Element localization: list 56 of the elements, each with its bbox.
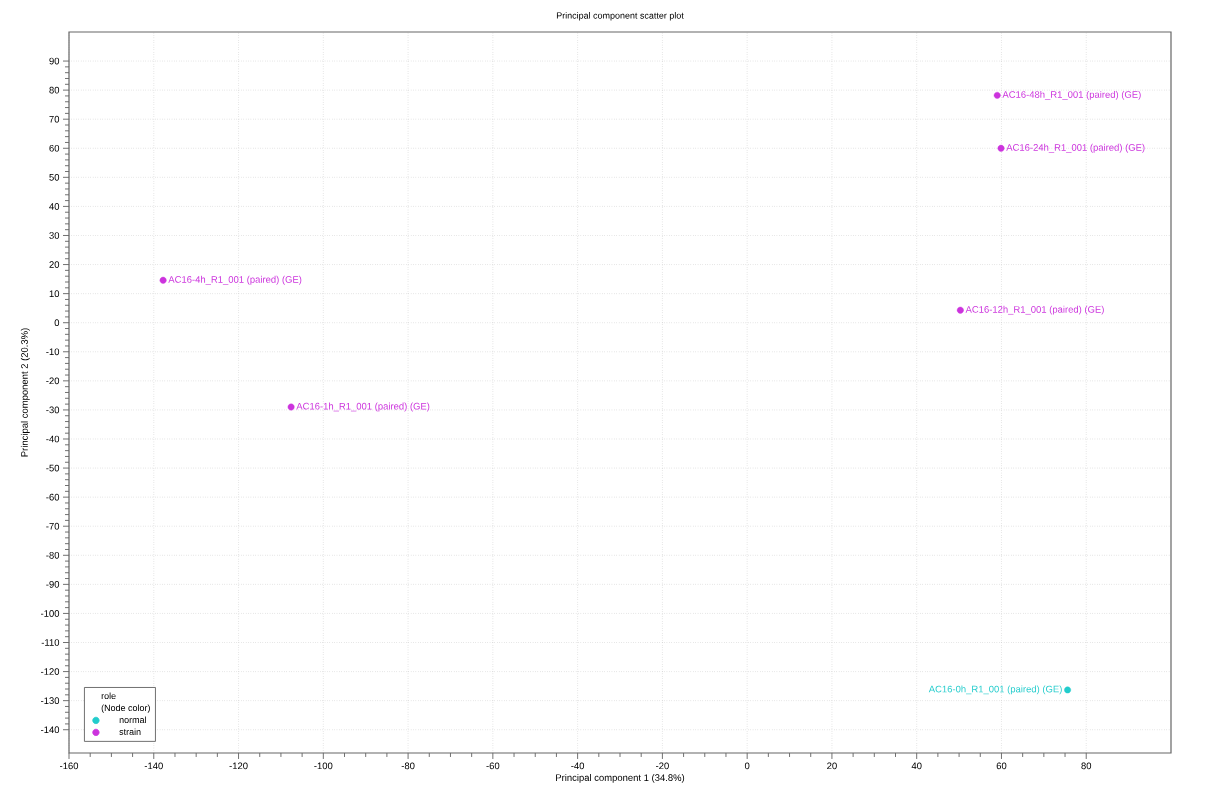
x-tick-label: -20 [655, 762, 669, 770]
y-tick-label: 90 [49, 57, 60, 65]
x-tick-label: -80 [401, 762, 415, 770]
x-tick-label: -100 [314, 762, 333, 770]
x-tick-label: 0 [744, 762, 750, 770]
x-tick-label: -120 [229, 762, 248, 770]
y-axis-title: Principal component 2 (20.3%) [20, 328, 30, 457]
y-tick-label: 40 [49, 203, 60, 210]
y-tick-label: 30 [49, 232, 60, 239]
point [287, 403, 295, 411]
y-tick-label: -40 [46, 435, 60, 443]
y-tick-label: 0 [54, 319, 60, 327]
annotation: AC16-4h_R1_001 (paired) (GE) [168, 275, 302, 285]
y-tick-label: -10 [46, 348, 60, 356]
y-tick-label: -120 [40, 668, 60, 675]
annotation: AC16-0h_R1_001 (paired) (GE) [928, 685, 1062, 695]
y-tick-label: 10 [49, 290, 60, 297]
x-tick-label: -140 [144, 762, 163, 770]
point [956, 306, 964, 314]
annotation: AC16-24h_R1_001 (paired) (GE) [1006, 143, 1145, 153]
y-tick-label: 70 [49, 115, 60, 123]
x-tick-label: 40 [911, 762, 922, 770]
y-tick-label: 80 [49, 86, 60, 94]
y-tick-label: -130 [40, 697, 60, 704]
y-tick-label: -100 [40, 610, 60, 617]
y-tick-label: -70 [46, 522, 60, 530]
y-tick-label: 60 [49, 144, 60, 152]
annotation: (Node color) [101, 704, 150, 713]
x-tick-label: -60 [486, 762, 500, 770]
x-tick-label: -40 [571, 762, 585, 770]
x-tick-label: -160 [59, 762, 79, 770]
annotation: AC16-48h_R1_001 (paired) (GE) [1002, 90, 1141, 100]
point [997, 144, 1005, 152]
x-axis-title: Principal component 1 (34.8%) [556, 774, 685, 783]
legend-label: strain [119, 728, 141, 735]
y-tick-label: -60 [46, 493, 60, 501]
point [159, 276, 167, 284]
y-tick-label: -110 [41, 639, 60, 646]
legend-label: normal [119, 716, 146, 724]
point [1064, 686, 1071, 694]
point [993, 91, 1001, 99]
y-tick-label: -30 [46, 406, 60, 414]
x-tick-label: 60 [996, 762, 1007, 770]
x-tick-label: 80 [1081, 762, 1092, 770]
legend-title: role [101, 692, 116, 700]
y-tick-label: -20 [46, 377, 60, 385]
y-tick-label: 50 [49, 173, 60, 181]
annotation: AC16-1h_R1_001 (paired) (GE) [296, 402, 430, 412]
y-tick-label: -50 [46, 464, 60, 472]
y-tick-label: -140 [40, 726, 60, 734]
x-tick-label: 20 [827, 762, 837, 770]
y-tick-label: -80 [46, 551, 60, 559]
chart-title: Principal component scatter plot [556, 12, 684, 21]
y-tick-label: 20 [49, 261, 60, 268]
y-tick-label: -90 [46, 581, 60, 588]
annotation: AC16-12h_R1_001 (paired) (GE) [965, 305, 1104, 315]
